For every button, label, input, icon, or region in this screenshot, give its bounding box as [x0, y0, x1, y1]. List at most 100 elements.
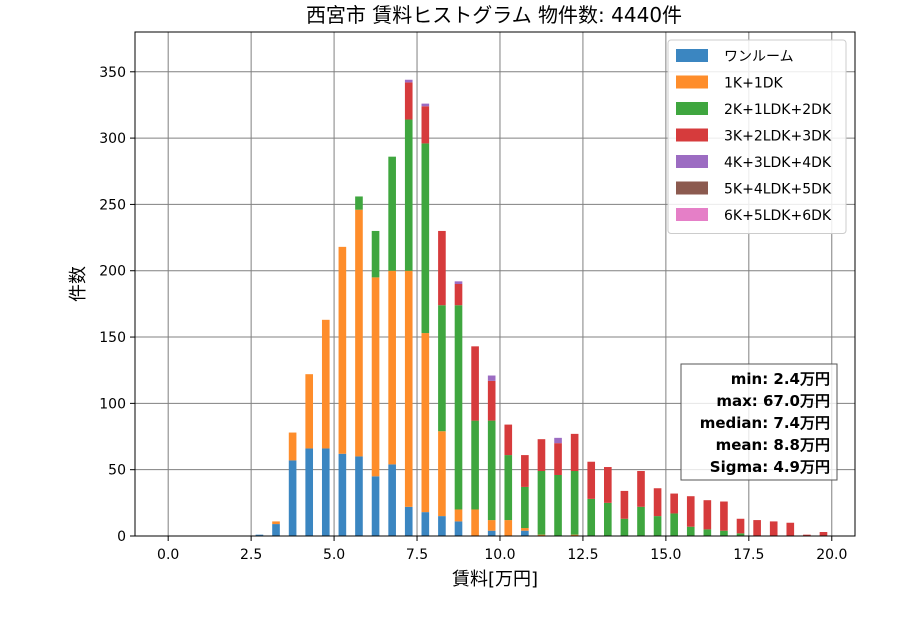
legend-swatch [676, 128, 708, 142]
bar-segment [288, 432, 297, 461]
bar-segment [620, 518, 629, 536]
bar-segment [736, 518, 745, 534]
bar-segment [438, 305, 446, 432]
bar-segment [438, 230, 446, 306]
bar-segment [487, 530, 496, 536]
bar-segment [421, 106, 430, 144]
bar-segment [670, 493, 678, 514]
legend-label: 2K+1LDK+2DK [724, 102, 832, 118]
x-axis-title: 賃料[万円] [452, 569, 538, 590]
bar-segment [587, 461, 596, 499]
bar-segment [803, 534, 811, 536]
x-tick-label: 15.0 [650, 547, 681, 563]
legend-swatch [676, 75, 708, 89]
bar-segment [288, 460, 297, 536]
bar-segment [371, 277, 380, 477]
bar-segment [620, 490, 629, 519]
bar-segment [570, 471, 579, 535]
bar-segment [521, 530, 529, 536]
legend-frame [667, 39, 847, 234]
bar-segment [637, 506, 645, 536]
bar-segment [321, 319, 330, 449]
bar-segment [521, 486, 529, 529]
bar-segment [504, 455, 513, 521]
y-axis-ticks: 0 50 100 150 200 250 300 350 [99, 65, 135, 545]
x-tick-label: 7.5 [406, 547, 428, 563]
bar-segment [305, 374, 314, 449]
bar-segment [438, 516, 446, 536]
bar-segment [388, 464, 396, 536]
y-tick-label: 300 [99, 131, 126, 147]
x-tick-label: 12.5 [567, 547, 598, 563]
stats-median: median: 7.4万円 [700, 414, 830, 432]
legend: ワンルーム 1K+1DK 2K+1LDK+2DK 3K+2LDK+3DK 4K+3LDK… [667, 39, 847, 234]
bar-segment [521, 528, 529, 531]
legend-swatch [676, 155, 708, 168]
y-tick-label: 50 [108, 463, 126, 479]
bar-segment [570, 534, 579, 536]
bar-segment [487, 375, 496, 381]
chart-title: 西宮市 賃料ヒストグラム 物件数: 4440件 [306, 3, 682, 27]
bar-segment [471, 509, 479, 536]
stats-min: min: 2.4万円 [731, 370, 830, 388]
bar-segment [454, 284, 463, 306]
bar-segment [819, 532, 828, 536]
bar-segment [769, 521, 778, 536]
bar-segment [703, 500, 712, 530]
bar-segment [471, 346, 479, 421]
bar-segment [355, 196, 363, 210]
bar-segment [454, 305, 463, 510]
bar-segment [554, 437, 562, 444]
x-tick-label: 0.0 [157, 547, 179, 563]
bar-segment [305, 448, 314, 536]
bar-segment [504, 424, 513, 456]
bar-segment [438, 431, 446, 517]
legend-label: 6K+5LDK+6DK [724, 208, 832, 224]
bar-segment [753, 520, 761, 536]
bar-segment [604, 467, 612, 503]
bar-segment [404, 82, 413, 120]
bar-segment [686, 526, 695, 536]
bar-segment [653, 516, 662, 536]
legend-label: 5K+4LDK+5DK [724, 182, 832, 198]
bar-segment [703, 529, 712, 536]
x-tick-label: 17.5 [733, 547, 764, 563]
bar-segment [421, 512, 430, 536]
bar-segment [404, 506, 413, 536]
bar-segment [604, 502, 612, 536]
bar-segment [554, 474, 562, 536]
bar-segment [404, 270, 413, 507]
bar-segment [587, 498, 596, 536]
legend-swatch [676, 102, 708, 115]
y-axis-title: 件数 [68, 266, 89, 302]
bar-segment [338, 453, 347, 536]
x-tick-label: 5.0 [323, 547, 345, 563]
bar-segment [736, 533, 745, 536]
bar-segment [272, 521, 280, 525]
bar-segment [471, 420, 479, 510]
y-tick-label: 250 [99, 197, 126, 213]
bar-segment [720, 501, 728, 531]
legend-swatch [676, 181, 708, 195]
legend-label: ワンルーム [724, 49, 794, 65]
x-tick-label: 2.5 [240, 547, 262, 563]
bar-segment [521, 455, 529, 487]
bar-segment [321, 448, 330, 536]
y-tick-label: 0 [117, 529, 126, 545]
bar-segment [537, 471, 546, 535]
bar-segment [421, 143, 430, 334]
stats-mean: mean: 8.8万円 [716, 436, 830, 454]
x-tick-label: 20.0 [816, 547, 847, 563]
bar-segment [686, 496, 695, 527]
stats-box-frame [680, 363, 838, 481]
legend-label: 4K+3LDK+4DK [724, 155, 832, 171]
bars [255, 79, 828, 536]
y-tick-label: 200 [99, 264, 126, 280]
legend-swatch [676, 208, 708, 221]
bar-segment [371, 230, 380, 278]
plot-frame [134, 31, 856, 537]
y-tick-label: 150 [99, 330, 126, 346]
bar-segment [637, 471, 645, 507]
bar-segment [421, 103, 430, 107]
